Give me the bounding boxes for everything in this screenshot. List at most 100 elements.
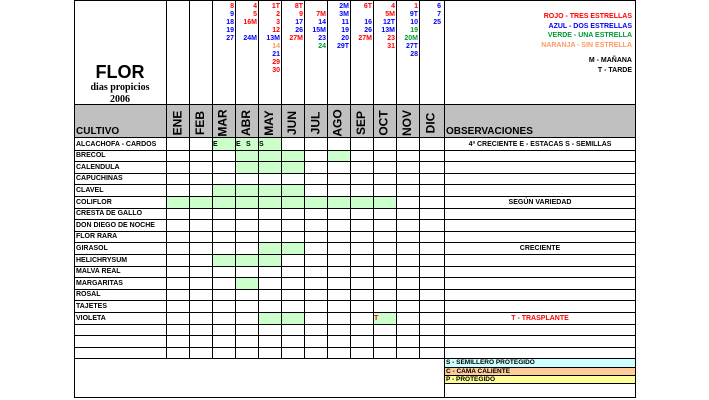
grid-line-horizontal [74, 266, 636, 267]
grid-line-vertical [212, 0, 213, 358]
grid-line-horizontal [74, 150, 636, 151]
month-label: SEP [354, 110, 369, 136]
favorable-month-cell [373, 312, 396, 324]
favorable-month-cell [235, 138, 258, 150]
cell-mark: E [213, 140, 218, 148]
day-value: 23 [387, 35, 395, 42]
grid-line-horizontal [74, 242, 636, 243]
day-value: 8T [294, 3, 303, 10]
favorable-month-cell [212, 184, 235, 196]
crop-name: CLAVEL [76, 186, 104, 194]
crop-name: BRECOL [76, 152, 106, 160]
day-value: 16 [364, 19, 372, 26]
crop-name: HELICHRYSUM [76, 256, 128, 264]
crop-name: CAPUCHINAS [76, 175, 123, 183]
day-column-sep: 6T 16 26 27M [350, 3, 372, 43]
day-value: 13M [266, 35, 280, 42]
month-label: ENE [170, 110, 184, 136]
day-value: 24 [318, 43, 326, 50]
protection-legend-item: P - PROTEGIDO [444, 376, 636, 384]
crop-name: TAJETES [76, 302, 107, 310]
header-band [74, 104, 636, 138]
day-value: 23 [318, 35, 326, 42]
crop-calendar-sheet: FLOR dias propicios 2006 8 9 18 19 27 4 5 16M 24… [74, 0, 636, 398]
day-value: 29 [272, 59, 280, 66]
favorable-month-cell [304, 196, 327, 208]
observation-text: CRECIENTE [519, 244, 561, 252]
day-value: 9 [299, 11, 303, 18]
favorable-month-cell [281, 242, 304, 254]
day-value: 9 [230, 11, 234, 18]
day-value: 6T [363, 3, 372, 10]
favorable-month-cell [212, 254, 235, 266]
day-column-dic: 6 7 25 [419, 3, 441, 27]
favorable-month-cell [258, 138, 281, 150]
observation-text: 4ª CRECIENTE E - ESTACAS S - SEMILLAS [468, 140, 612, 148]
month-label: MAR [216, 109, 231, 137]
month-label: JUN [285, 110, 300, 136]
grid-line-horizontal [444, 375, 636, 376]
day-value: 14 [318, 19, 326, 26]
favorable-month-cell [235, 196, 258, 208]
favorable-month-cell [281, 312, 304, 324]
day-value [304, 3, 326, 11]
favorable-month-cell [373, 196, 396, 208]
favorable-month-cell [235, 254, 258, 266]
month-label: DIC [422, 112, 437, 134]
grid-line-vertical [281, 0, 282, 358]
crop-name: GIRASOL [76, 244, 108, 252]
time-legend-item: T - TARDE [597, 66, 632, 74]
grid-line-horizontal [74, 137, 636, 138]
day-value: 24M [243, 35, 257, 42]
day-value: 8 [230, 3, 234, 10]
page-year: 2006 [110, 94, 130, 105]
day-column-jul: 7M 14 15M 23 24 [304, 3, 326, 51]
day-value: 25 [433, 19, 441, 26]
favorable-month-cell [235, 149, 258, 162]
day-value: 7M [316, 11, 326, 18]
grid-line-vertical [419, 0, 420, 358]
day-value: 31 [387, 43, 395, 50]
day-value: 5 [253, 11, 257, 18]
day-value: 17 [295, 19, 303, 26]
favorable-month-cell [350, 196, 373, 208]
month-label: FEB [193, 111, 207, 135]
day-value: 27T [405, 43, 418, 50]
grid-line-horizontal [74, 231, 636, 232]
day-value: 4 [391, 3, 395, 10]
grid-line-vertical [189, 0, 190, 358]
day-value: 27M [358, 35, 372, 42]
grid-line-vertical [166, 0, 167, 358]
grid-line-horizontal [74, 358, 636, 359]
crop-name: CALENDULA [76, 163, 120, 171]
grid-line-horizontal [74, 397, 636, 398]
crop-name: MALVA REAL [76, 268, 121, 276]
grid-line-vertical [304, 0, 305, 358]
month-label: JUL [308, 111, 323, 135]
day-column-jun: 8T 9 17 26 27M [281, 3, 303, 43]
day-value: 29T [336, 43, 349, 50]
day-value: 5M [385, 11, 395, 18]
day-value: 1T [271, 3, 280, 10]
grid-line-horizontal [74, 277, 636, 278]
favorable-month-cell [189, 196, 212, 208]
grid-line-vertical [373, 0, 374, 358]
day-value: 4 [253, 3, 257, 10]
grid-line-horizontal [74, 173, 636, 174]
favorable-month-cell [258, 161, 281, 173]
crop-name: CRESTA DE GALLO [76, 210, 143, 218]
grid-line-vertical [444, 0, 445, 398]
day-value: 6 [437, 3, 441, 10]
favorable-month-cell [258, 149, 281, 162]
time-legend-item: M - MAÑANA [588, 57, 632, 64]
grid-line-horizontal [74, 161, 636, 162]
grid-line-horizontal [444, 367, 636, 368]
month-label: OCT [377, 110, 391, 136]
grid-line-horizontal [74, 312, 636, 313]
day-value: 15M [312, 27, 326, 34]
page-subtitle: dias propicios [90, 82, 150, 93]
page-title: FLOR [95, 62, 145, 82]
grid-line-vertical [396, 0, 397, 358]
cultivo-header: CULTIVO [76, 126, 120, 137]
day-value: 3 [276, 19, 280, 26]
